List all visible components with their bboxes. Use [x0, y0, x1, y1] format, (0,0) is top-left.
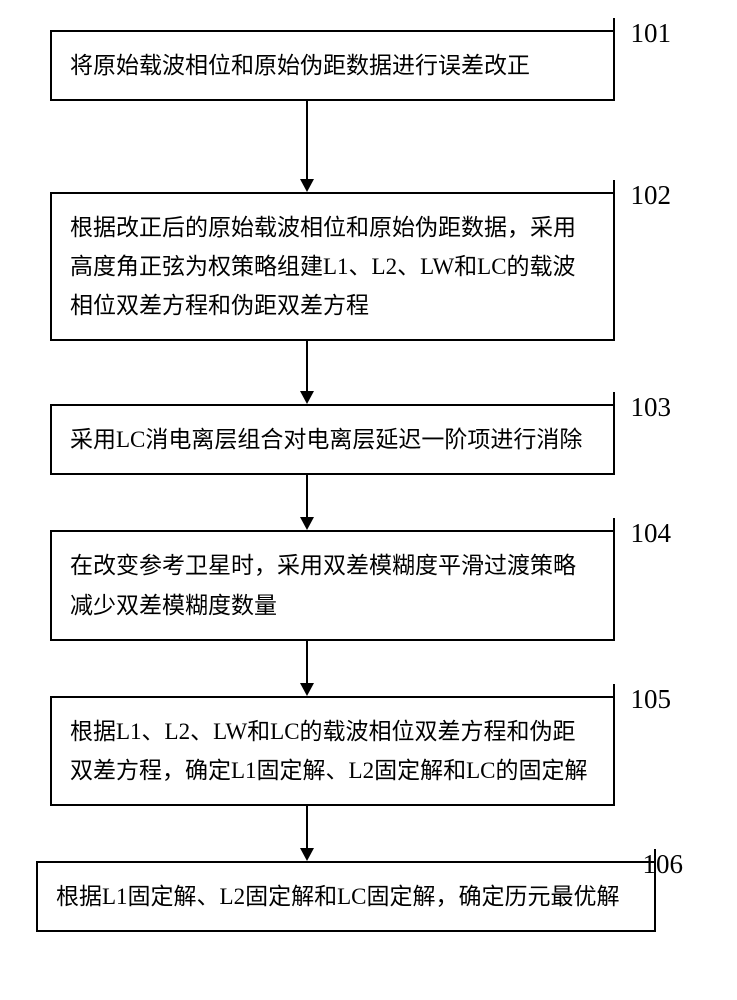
step-label-105: 105 [631, 684, 672, 715]
step-row-104: 在改变参考卫星时，采用双差模糊度平滑过渡策略减少双差模糊度数量 104 [50, 530, 677, 640]
step-box-103: 采用LC消电离层组合对电离层延迟一阶项进行消除 [50, 404, 615, 475]
arrow-4 [300, 641, 314, 696]
step-box-106: 根据L1固定解、L2固定解和LC固定解，确定历元最优解 [36, 861, 656, 932]
arrow-1 [300, 101, 314, 192]
arrow-5 [300, 806, 314, 861]
step-box-104: 在改变参考卫星时，采用双差模糊度平滑过渡策略减少双差模糊度数量 [50, 530, 615, 640]
step-label-101: 101 [631, 18, 672, 49]
arrow-3 [300, 475, 314, 530]
step-row-101: 将原始载波相位和原始伪距数据进行误差改正 101 [50, 30, 677, 101]
step-box-105: 根据L1、L2、LW和LC的载波相位双差方程和伪距双差方程，确定L1固定解、L2… [50, 696, 615, 806]
step-label-106: 106 [643, 849, 684, 880]
step-text-105: 根据L1、L2、LW和LC的载波相位双差方程和伪距双差方程，确定L1固定解、L2… [70, 719, 588, 783]
step-text-102: 根据改正后的原始载波相位和原始伪距数据，采用高度角正弦为权策略组建L1、L2、L… [70, 215, 576, 318]
step-label-102: 102 [631, 180, 672, 211]
step-row-103: 采用LC消电离层组合对电离层延迟一阶项进行消除 103 [50, 404, 677, 475]
step-box-102: 根据改正后的原始载波相位和原始伪距数据，采用高度角正弦为权策略组建L1、L2、L… [50, 192, 615, 341]
flowchart-container: 将原始载波相位和原始伪距数据进行误差改正 101 根据改正后的原始载波相位和原始… [50, 30, 677, 932]
step-text-104: 在改变参考卫星时，采用双差模糊度平滑过渡策略减少双差模糊度数量 [70, 553, 576, 617]
step-box-101: 将原始载波相位和原始伪距数据进行误差改正 [50, 30, 615, 101]
step-row-105: 根据L1、L2、LW和LC的载波相位双差方程和伪距双差方程，确定L1固定解、L2… [50, 696, 677, 806]
step-row-106: 根据L1固定解、L2固定解和LC固定解，确定历元最优解 106 [36, 861, 663, 932]
step-text-106: 根据L1固定解、L2固定解和LC固定解，确定历元最优解 [56, 884, 620, 909]
step-text-101: 将原始载波相位和原始伪距数据进行误差改正 [70, 53, 530, 78]
step-label-103: 103 [631, 392, 672, 423]
step-label-104: 104 [631, 518, 672, 549]
arrow-2 [300, 341, 314, 404]
step-row-102: 根据改正后的原始载波相位和原始伪距数据，采用高度角正弦为权策略组建L1、L2、L… [50, 192, 677, 341]
step-text-103: 采用LC消电离层组合对电离层延迟一阶项进行消除 [70, 427, 582, 452]
